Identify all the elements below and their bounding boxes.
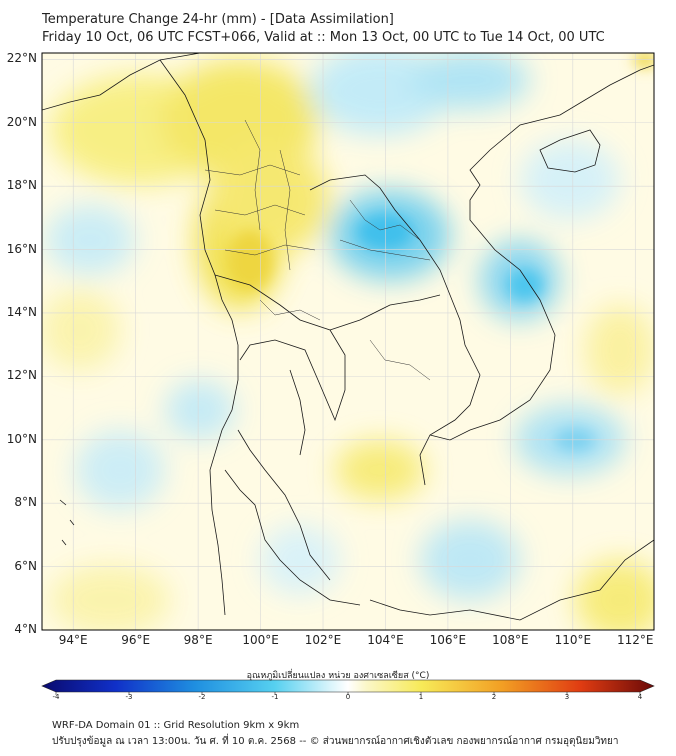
colorbar-tick-label: -2: [198, 693, 206, 701]
lon-label: 108°E: [492, 633, 529, 647]
lon-label: 104°E: [367, 633, 404, 647]
country-borders: [42, 53, 654, 621]
lat-label: 18°N: [6, 178, 37, 193]
lat-label: 12°N: [6, 368, 37, 383]
lon-label: 110°E: [554, 633, 592, 647]
lon-label: 106°E: [429, 633, 467, 647]
footer-credit: ปรับปรุงข้อมูล ณ เวลา 13:00น. วัน ศ. ที่…: [52, 736, 619, 747]
map-subtitle: Friday 10 Oct, 06 UTC FCST+066, Valid at…: [42, 30, 605, 45]
colorbar-tick-label: 3: [564, 693, 570, 701]
lat-label: 22°N: [6, 51, 37, 66]
colorbar-tick-label: 4: [637, 693, 643, 701]
lon-label: 100°E: [242, 633, 279, 647]
map-frame: [41, 52, 655, 631]
lon-label: 96°E: [121, 633, 151, 647]
colorbar-tick-label: -1: [271, 693, 279, 701]
colorbar-title: อุณหภูมิเปลี่ยนแปลง หน่วย องศาเซลเซียส (…: [246, 671, 430, 681]
lat-label: 20°N: [6, 114, 37, 129]
graticule: [42, 53, 654, 630]
lon-label: 94°E: [58, 633, 88, 647]
lat-label: 14°N: [6, 304, 37, 319]
province-borders: [204, 119, 431, 381]
colorbar-tick-label: -4: [52, 693, 60, 701]
colorbar-tick-label: 0: [345, 693, 351, 701]
colorbar-tick-label: 1: [418, 693, 424, 701]
lat-label: 16°N: [6, 241, 37, 256]
lat-label: 6°N: [14, 558, 37, 573]
lon-label: 98°E: [183, 633, 213, 647]
footer-domain-info: WRF-DA Domain 01 :: Grid Resolution 9km …: [52, 720, 300, 731]
colorbar: [41, 679, 655, 695]
colorbar-tick-label: 2: [491, 693, 497, 701]
map-title: Temperature Change 24-hr (mm) - [Data As…: [42, 12, 394, 27]
lat-label: 8°N: [14, 495, 37, 510]
colorbar-tick-label: -3: [125, 693, 133, 701]
temperature-field: [42, 53, 654, 630]
lon-label: 102°E: [304, 633, 342, 647]
lat-label: 10°N: [6, 431, 37, 446]
lat-label: 4°N: [14, 622, 37, 636]
lon-label: 112°E: [617, 633, 654, 647]
